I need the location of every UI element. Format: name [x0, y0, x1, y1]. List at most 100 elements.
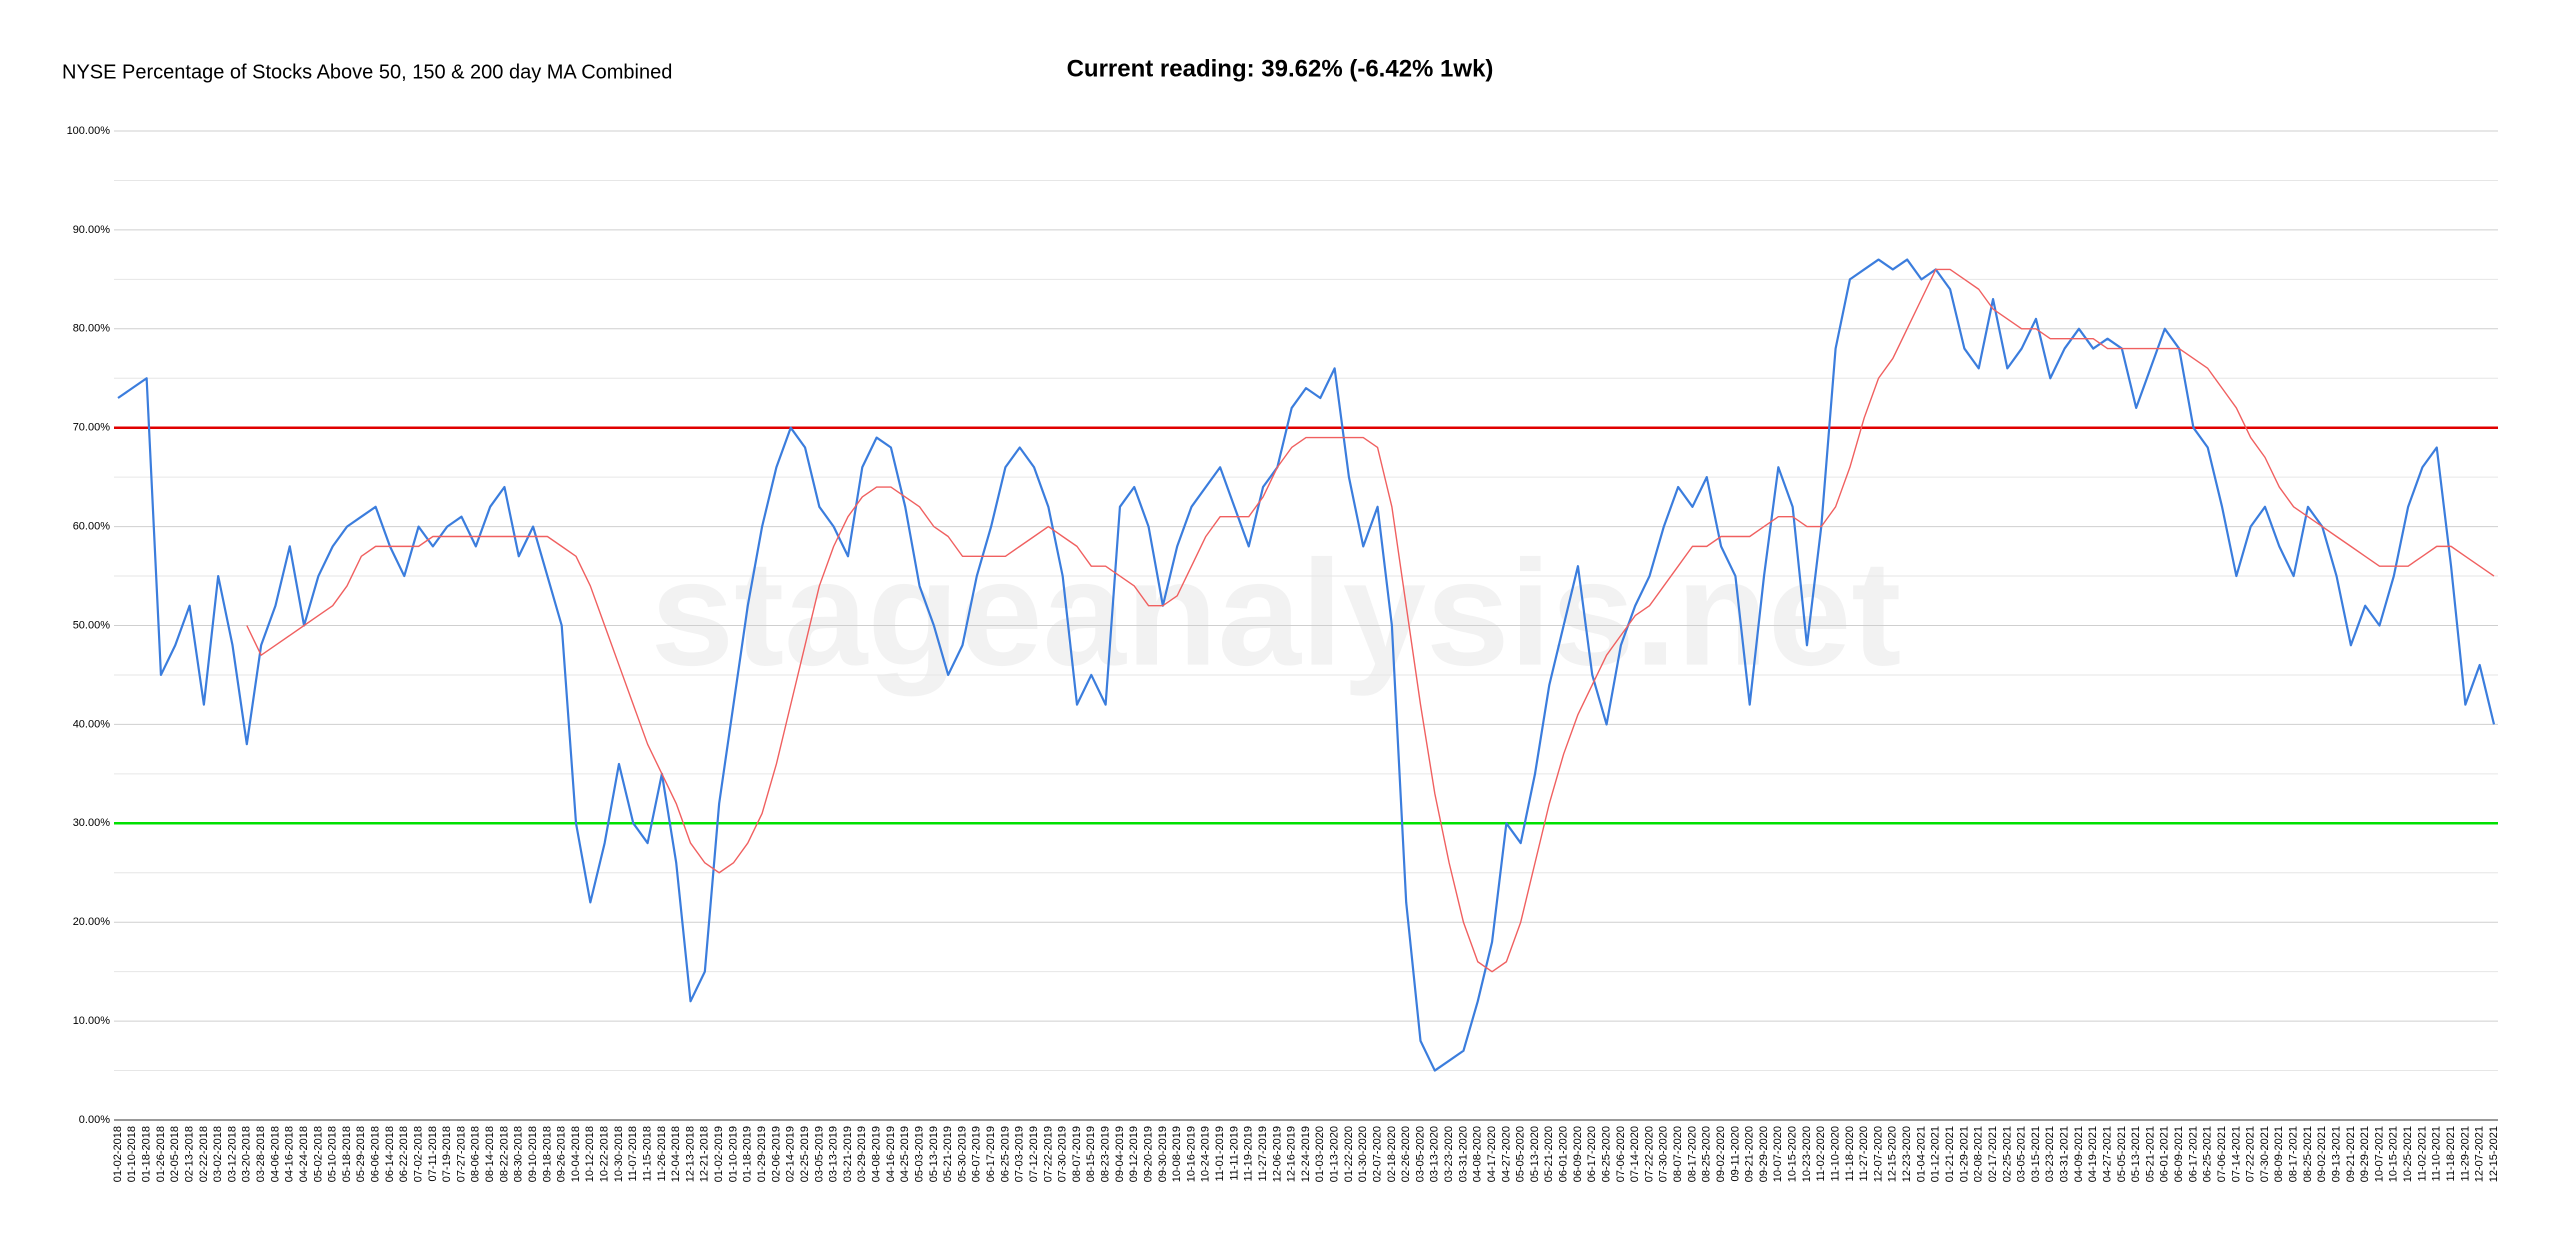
data-line: [117, 258, 2496, 1072]
x-tick-label: 03-13-2020: [1429, 1126, 1441, 1182]
x-tick-label: 11-18-2020: [1844, 1126, 1856, 1181]
x-tick-label: 11-10-2020: [1829, 1126, 1841, 1181]
x-tick-label: 02-13-2018: [183, 1126, 195, 1182]
x-tick-label: 03-31-2020: [1457, 1126, 1469, 1182]
x-tick-label: 05-05-2020: [1515, 1126, 1527, 1182]
x-tick-label: 02-17-2021: [1987, 1126, 1999, 1182]
x-tick-label: 10-23-2020: [1801, 1126, 1813, 1182]
x-tick-label: 01-04-2021: [1915, 1126, 1927, 1182]
x-tick-label: 06-09-2020: [1572, 1126, 1584, 1182]
x-tick-label: 11-18-2021: [2445, 1126, 2457, 1181]
x-tick-label: 06-25-2019: [999, 1126, 1011, 1182]
x-tick-label: 06-01-2021: [2159, 1126, 2171, 1182]
x-tick-label: 02-08-2021: [1973, 1126, 1985, 1182]
x-tick-label: 04-09-2021: [2073, 1126, 2085, 1182]
x-tick-label: 04-16-2018: [284, 1126, 296, 1182]
x-tick-label: 05-02-2018: [312, 1126, 324, 1182]
x-tick-label: 06-17-2019: [985, 1126, 997, 1182]
y-tick-label: 20.00%: [73, 916, 111, 928]
x-tick-label: 05-30-2019: [956, 1126, 968, 1182]
x-tick-label: 09-02-2021: [2316, 1126, 2328, 1182]
chart-title: NYSE Percentage of Stocks Above 50, 150 …: [62, 61, 672, 83]
x-tick-label: 08-25-2021: [2302, 1126, 2314, 1182]
x-tick-label: 11-19-2019: [1243, 1126, 1255, 1181]
x-tick-label: 01-10-2019: [727, 1126, 739, 1182]
x-tick-label: 07-06-2020: [1615, 1126, 1627, 1182]
x-tick-label: 07-22-2019: [1042, 1126, 1054, 1182]
x-tick-label: 02-07-2020: [1371, 1126, 1383, 1182]
x-tick-label: 09-29-2020: [1758, 1126, 1770, 1182]
x-tick-label: 07-30-2021: [2259, 1126, 2271, 1182]
x-tick-label: 05-13-2020: [1529, 1126, 1541, 1182]
x-tick-label: 03-15-2021: [2030, 1126, 2042, 1182]
x-tick-label: 01-02-2018: [112, 1126, 124, 1182]
x-tick-label: 05-21-2019: [942, 1126, 954, 1182]
x-tick-label: 09-10-2018: [527, 1126, 539, 1182]
x-tick-label: 12-04-2018: [670, 1126, 682, 1182]
x-tick-label: 11-10-2021: [2431, 1126, 2443, 1181]
x-tick-label: 07-30-2019: [1057, 1126, 1069, 1182]
x-tick-label: 03-12-2018: [226, 1126, 238, 1182]
x-tick-label: 05-13-2021: [2130, 1126, 2142, 1182]
x-tick-label: 06-07-2019: [971, 1126, 983, 1182]
x-tick-label: 02-25-2019: [799, 1126, 811, 1182]
x-tick-label: 05-13-2019: [928, 1126, 940, 1182]
x-tick-label: 07-02-2018: [412, 1126, 424, 1182]
x-tick-label: 11-27-2020: [1858, 1126, 1870, 1181]
x-tick-label: 04-08-2020: [1472, 1126, 1484, 1182]
x-tick-label: 12-13-2018: [684, 1126, 696, 1182]
x-tick-label: 03-28-2018: [255, 1126, 267, 1182]
x-tick-label: 12-23-2020: [1901, 1126, 1913, 1182]
x-tick-label: 08-23-2019: [1100, 1126, 1112, 1182]
y-tick-label: 0.00%: [79, 1114, 110, 1126]
x-tick-label: 09-12-2019: [1128, 1126, 1140, 1182]
x-tick-label: 10-16-2019: [1185, 1126, 1197, 1182]
x-tick-label: 06-14-2018: [384, 1126, 396, 1182]
x-tick-label: 10-07-2021: [2373, 1126, 2385, 1182]
x-tick-label: 07-19-2018: [441, 1126, 453, 1182]
x-tick-label: 06-06-2018: [370, 1126, 382, 1182]
x-tick-label: 10-15-2021: [2388, 1126, 2400, 1182]
x-tick-label: 01-12-2021: [1930, 1126, 1942, 1182]
x-tick-label: 04-27-2021: [2101, 1126, 2113, 1182]
x-tick-label: 03-23-2020: [1443, 1126, 1455, 1182]
x-tick-label: 07-27-2018: [455, 1126, 467, 1182]
x-tick-label: 09-18-2018: [541, 1126, 553, 1182]
x-tick-label: 12-16-2019: [1286, 1126, 1298, 1182]
x-tick-label: 06-01-2020: [1558, 1126, 1570, 1182]
x-tick-label: 11-11-2019: [1228, 1126, 1240, 1181]
x-tick-label: 09-26-2018: [556, 1126, 568, 1182]
x-tick-label: 03-21-2019: [842, 1126, 854, 1182]
x-tick-label: 03-05-2020: [1414, 1126, 1426, 1182]
x-tick-label: 11-29-2021: [2459, 1126, 2471, 1181]
x-tick-label: 07-22-2021: [2245, 1126, 2257, 1182]
y-tick-label: 30.00%: [73, 817, 111, 829]
x-tick-label: 08-06-2018: [470, 1126, 482, 1182]
x-tick-label: 02-25-2021: [2001, 1126, 2013, 1182]
x-tick-label: 08-17-2021: [2288, 1126, 2300, 1182]
x-tick-label: 12-07-2020: [1872, 1126, 1884, 1182]
x-tick-label: 03-05-2021: [2016, 1126, 2028, 1182]
y-tick-label: 40.00%: [73, 718, 111, 730]
x-tick-label: 05-10-2018: [327, 1126, 339, 1182]
y-tick-label: 70.00%: [73, 422, 111, 434]
x-tick-label: 12-07-2021: [2474, 1126, 2486, 1182]
x-tick-label: 06-09-2021: [2173, 1126, 2185, 1182]
x-tick-label: 03-05-2019: [813, 1126, 825, 1182]
x-tick-label: 01-18-2019: [742, 1126, 754, 1182]
y-tick-label: 50.00%: [73, 619, 111, 631]
x-tick-label: 04-16-2019: [885, 1126, 897, 1182]
x-tick-label: 01-02-2019: [713, 1126, 725, 1182]
x-tick-label: 05-21-2021: [2144, 1126, 2156, 1182]
y-tick-label: 10.00%: [73, 1015, 111, 1027]
x-tick-label: 06-25-2021: [2202, 1126, 2214, 1182]
y-tick-label: 90.00%: [73, 224, 111, 236]
x-tick-label: 04-06-2018: [269, 1126, 281, 1182]
x-tick-label: 07-06-2021: [2216, 1126, 2228, 1182]
x-tick-label: 02-22-2018: [198, 1126, 210, 1182]
x-tick-label: 09-21-2021: [2345, 1126, 2357, 1182]
x-tick-label: 09-13-2021: [2330, 1126, 2342, 1182]
y-tick-label: 100.00%: [67, 125, 111, 137]
x-tick-label: 03-29-2019: [856, 1126, 868, 1182]
x-tick-label: 05-21-2020: [1543, 1126, 1555, 1182]
